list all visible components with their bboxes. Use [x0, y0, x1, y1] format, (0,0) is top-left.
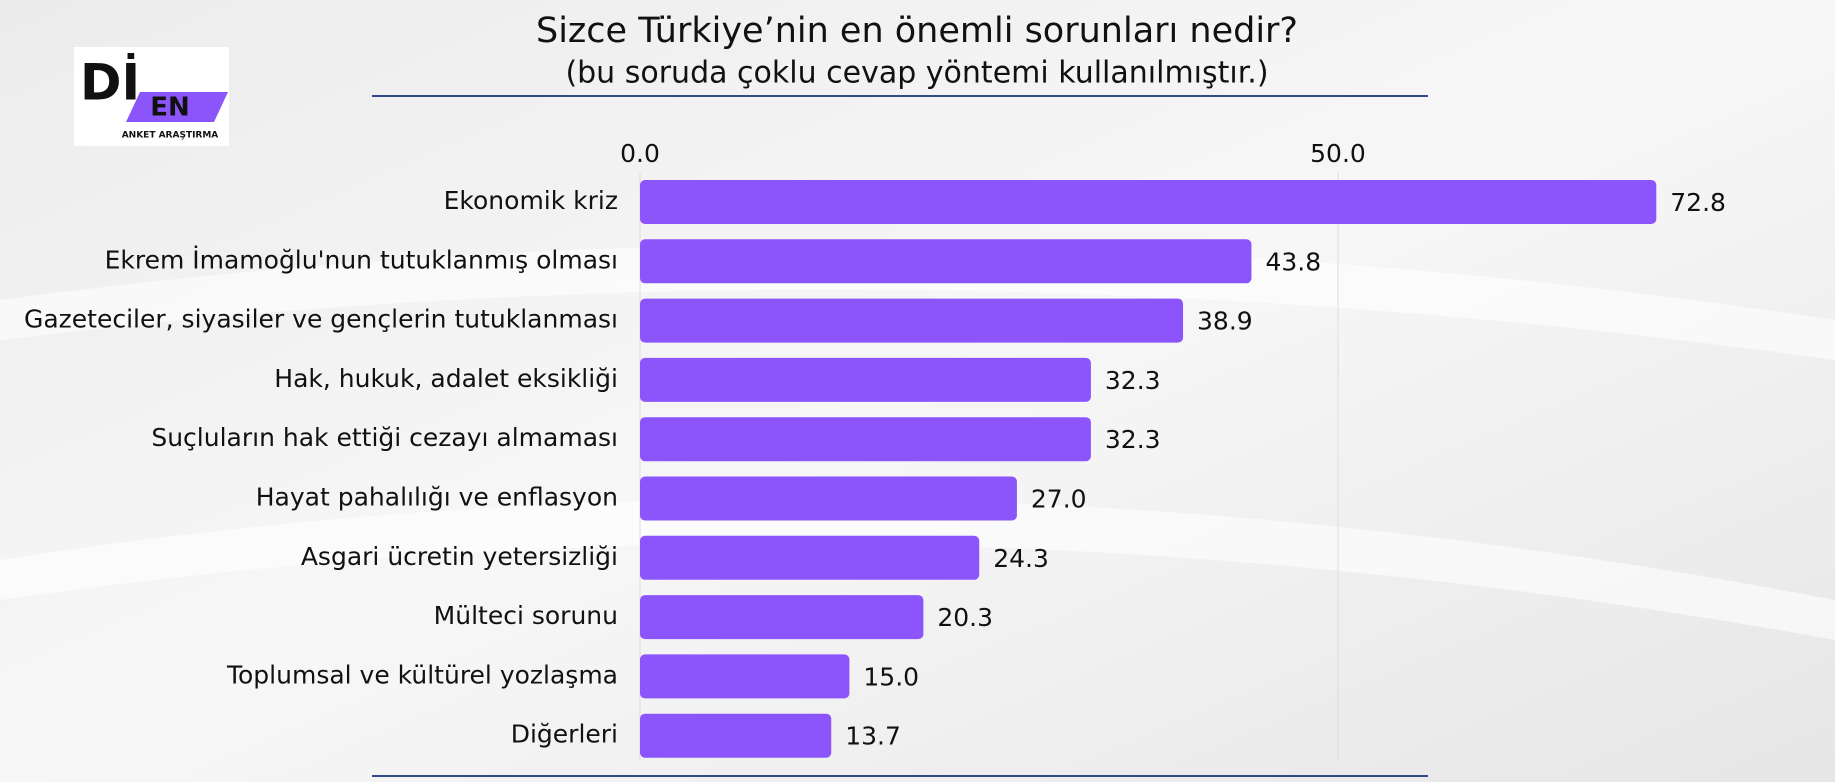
value-label: 13.7 — [845, 722, 901, 751]
value-label: 38.9 — [1197, 307, 1253, 336]
bar — [640, 180, 1657, 224]
value-label: 32.3 — [1105, 425, 1161, 454]
logo: Dİ EN ANKET ARAŞTIRMA — [74, 47, 229, 146]
bar — [640, 476, 1017, 521]
value-label: 72.8 — [1670, 188, 1726, 217]
y-tick-label: Hak, hukuk, adalet eksikliği — [274, 364, 618, 393]
bar — [640, 357, 1091, 402]
chart-title: Sizce Türkiye’nin en önemli sorunları ne… — [536, 11, 1298, 51]
y-tick-label: Suçluların hak ettiği cezayı almaması — [151, 423, 618, 452]
bar — [640, 298, 1184, 343]
y-tick-label: Hayat pahalılığı ve enflasyon — [256, 483, 618, 512]
y-tick-label: Ekrem İmamoğlu'nun tutuklanmış olması — [105, 245, 618, 274]
background-streak — [0, 244, 1835, 360]
y-tick-label: Gazeteciler, siyasiler ve gençlerin tutu… — [24, 305, 618, 334]
value-label: 43.8 — [1265, 247, 1321, 276]
background-streak — [0, 498, 1835, 640]
logo-mark: Dİ — [80, 54, 140, 112]
bar — [640, 417, 1091, 462]
bar — [640, 654, 850, 699]
logo-caption: ANKET ARAŞTIRMA — [122, 131, 219, 141]
x-tick-label: 50.0 — [1310, 139, 1366, 168]
y-tick-label: Ekonomik kriz — [444, 186, 618, 215]
y-tick-label: Diğerleri — [511, 720, 618, 749]
value-label: 24.3 — [993, 544, 1049, 573]
value-label: 32.3 — [1105, 366, 1161, 395]
bar — [640, 595, 924, 640]
logo-badge-shape — [126, 92, 228, 122]
bar — [640, 239, 1252, 284]
y-tick-label: Asgari ücretin yetersizliği — [301, 542, 618, 571]
value-label: 20.3 — [937, 603, 993, 632]
value-label: 15.0 — [863, 662, 919, 691]
value-label: 27.0 — [1031, 485, 1087, 514]
y-tick-label: Mülteci sorunu — [434, 601, 618, 630]
chart-subtitle: (bu soruda çoklu cevap yöntemi kullanılm… — [565, 56, 1268, 91]
bar — [640, 535, 980, 580]
y-tick-label: Toplumsal ve kültürel yozlaşma — [226, 660, 618, 689]
logo-badge: EN — [150, 93, 190, 123]
bar — [640, 713, 832, 758]
x-tick-label: 0.0 — [620, 139, 660, 168]
